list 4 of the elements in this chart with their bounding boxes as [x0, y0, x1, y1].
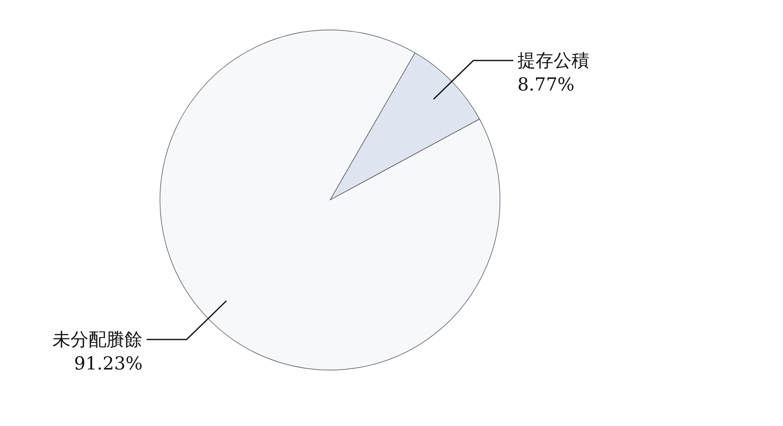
data-label: 91.23% [74, 353, 143, 374]
slice-label: 未分配賸餘 [52, 329, 143, 350]
data-label: 8.77% [517, 74, 575, 96]
slice-label: 提存公積 [517, 50, 590, 72]
